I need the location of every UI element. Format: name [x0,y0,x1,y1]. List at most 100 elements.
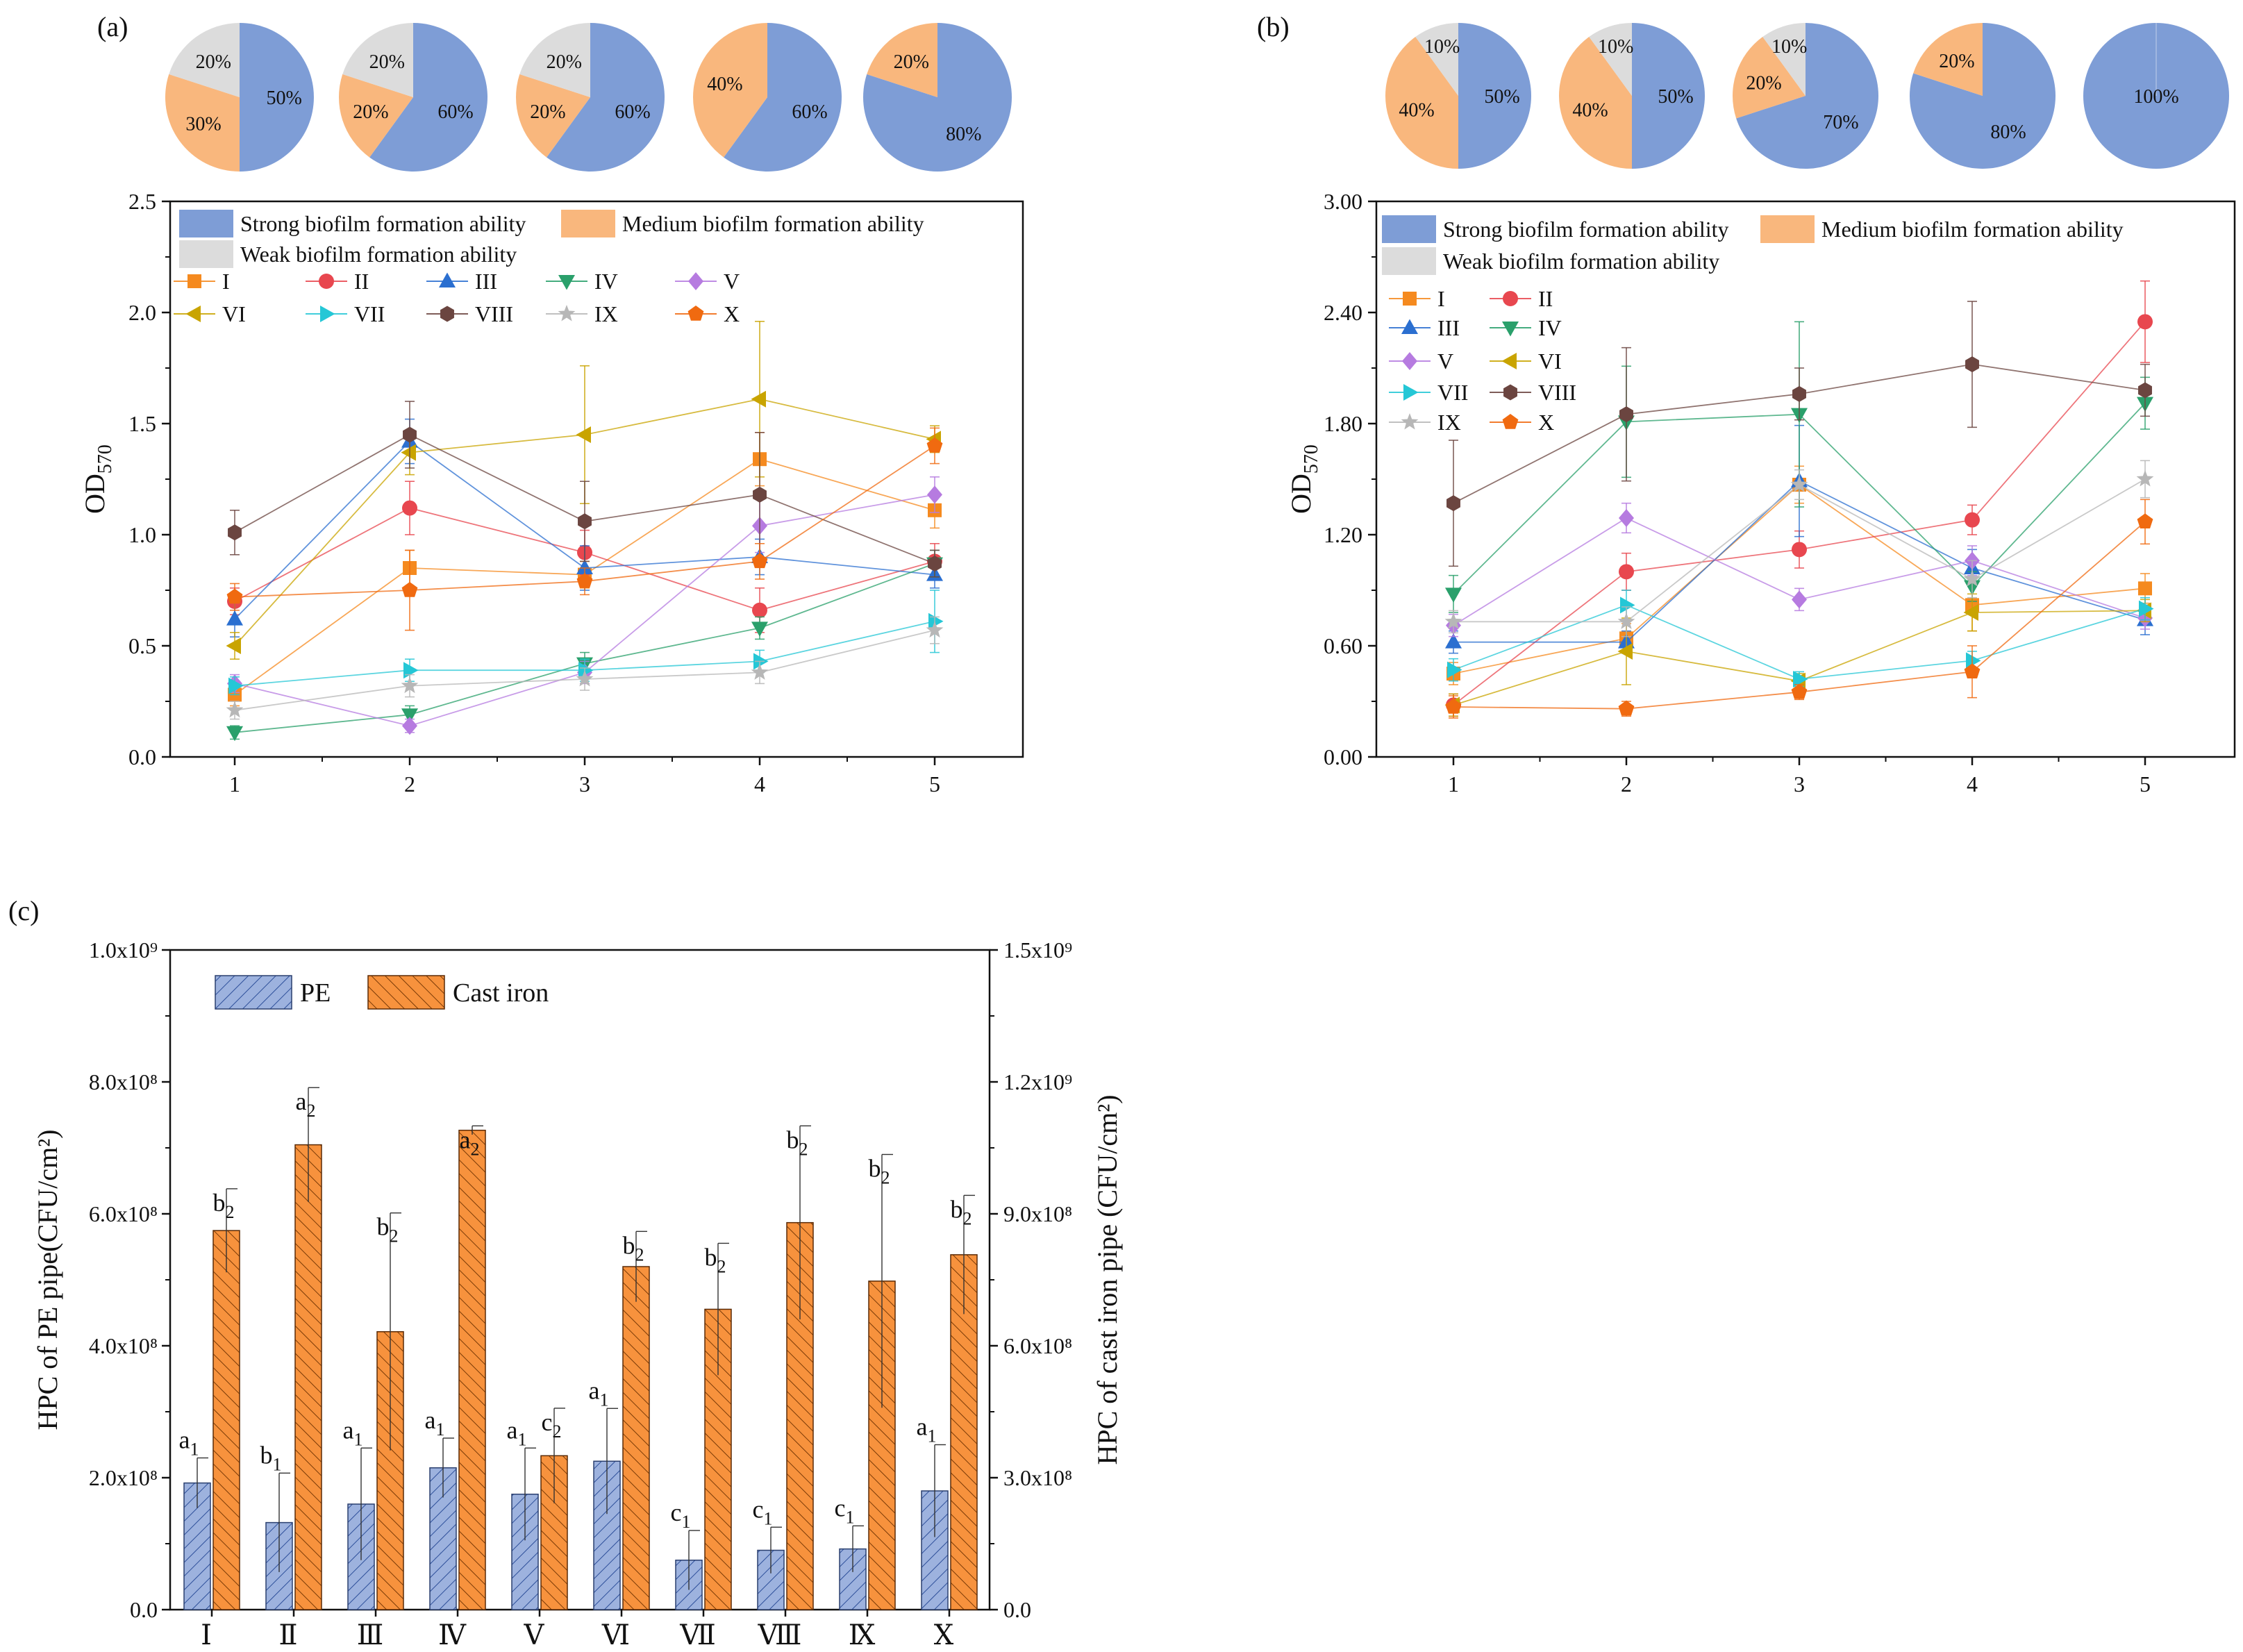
y-tick-label: 1.80 [1324,411,1362,436]
legend-label-iron: Cast iron [453,978,549,1008]
legend-label: X [724,301,740,326]
data-point [402,500,417,516]
data-point [1445,633,1462,649]
data-point [401,582,418,597]
data-point [928,556,942,572]
data-point [226,701,244,718]
pie-slice-medium [516,74,590,158]
data-point [1620,596,1635,614]
legend-label: III [475,269,497,294]
legend-swatch [1760,215,1815,243]
x-tick-label: 3 [1794,771,1805,796]
pie-label-medium: 20% [1746,73,1781,94]
legend-marker [1503,291,1518,306]
legend-marker [187,274,201,288]
pie-4: 60% 40% [693,23,842,172]
x-tick-label: Ⅳ [438,1619,467,1651]
significance-label-iron: b2 [213,1189,235,1222]
data-point [226,588,243,604]
data-point [1617,612,1635,629]
legend-label: VII [1437,380,1468,405]
bar-cast-iron [212,1230,240,1610]
data-point [1965,356,1979,373]
data-point [1790,476,1808,492]
pie-slice-medium [867,23,937,97]
data-point [1619,564,1634,580]
legend-marker [558,275,575,290]
legend-label: Strong biofilm formation ability [1443,217,1729,242]
y-tick-label: 1.0 [128,522,156,547]
data-point [2139,600,2154,617]
significance-label-pe: a1 [179,1426,199,1460]
legend-label: VI [222,301,246,326]
data-point [927,485,942,504]
pie-label-medium: 20% [894,51,929,73]
series-IX [1444,460,2154,637]
y-tick-label-left: 6.0x10⁸ [89,1201,158,1226]
y-tick-label: 1.5 [128,411,156,436]
legend-label: Medium biofilm formation ability [1821,217,2124,242]
data-point [403,426,417,443]
pie-label-strong: 100% [2133,86,2178,108]
legend-marker [320,306,335,322]
data-point [226,610,243,626]
data-point [751,621,768,637]
x-tick-label: Ⅵ [601,1619,630,1651]
data-point [751,390,766,408]
pie-slice-medium [1558,37,1632,169]
data-point [751,663,769,680]
legend-label: Medium biofilm formation ability [622,211,924,236]
y-tick-label-left: 0.0 [130,1597,158,1622]
y-tick-label: 0.5 [128,633,156,658]
pie-slice-weak [1415,23,1458,96]
legend-label: VI [1538,349,1562,374]
pie-label-strong: 50% [1658,86,1693,108]
data-point [2137,513,2153,529]
pie-slice-medium [165,74,240,172]
legend-marker [688,272,703,290]
data-point [1444,612,1462,629]
y-tick-label-left: 1.0x10⁹ [89,937,158,962]
pie-slice-strong [240,23,314,172]
pie-label-medium: 20% [1939,51,1974,72]
bar-pe [429,1467,457,1610]
series-IX [226,616,944,720]
pie-slice-strong [547,23,665,172]
data-point [228,677,244,694]
data-point [401,708,418,724]
x-tick-label: 4 [754,771,765,796]
y-axis-label-left: HPC of PE pipe(CFU/cm²) [32,1129,63,1430]
legend-label: V [1437,349,1453,374]
significance-label-pe: a1 [917,1413,937,1446]
data-point [2136,470,2154,487]
legend-swatch [561,210,615,237]
pie-row-b: 50% 40% 10% 50% 40% 10% 70% 20% 10% 80% 20% 100% [1385,23,2229,169]
pie-slice-weak [169,23,240,97]
significance-label-pe: a1 [589,1376,609,1410]
data-point [1445,699,1462,714]
significance-label-iron: b2 [377,1213,399,1246]
legend-label: IX [594,301,618,326]
data-point [2137,314,2153,330]
data-point [401,676,419,694]
legend-label: VII [354,301,385,326]
pie-2: 50% 40% 10% [1558,23,1705,169]
y-tick-label: 1.20 [1324,522,1362,547]
pie-2: 60% 20% 20% [338,23,487,172]
plot-frame [169,949,991,1611]
x-tick-label: Ⅲ [357,1619,384,1651]
data-point [1963,604,1978,621]
panel-label-c: (c) [8,895,39,926]
x-tick-label: Ⅶ [679,1619,716,1651]
pie-label-medium: 40% [707,74,742,95]
pie-5: 80% 20% [862,23,1012,172]
pie-slice-strong [1632,23,1705,169]
x-tick-label: Ⅰ [201,1619,212,1651]
y-tick-label: 0.60 [1324,633,1362,658]
data-point [1619,406,1633,423]
significance-label-iron: b2 [787,1126,808,1159]
pie-label-medium: 20% [530,101,565,123]
legend-label: Weak biofilm formation ability [240,242,517,267]
data-point [576,426,591,443]
legend-marker [319,274,334,289]
